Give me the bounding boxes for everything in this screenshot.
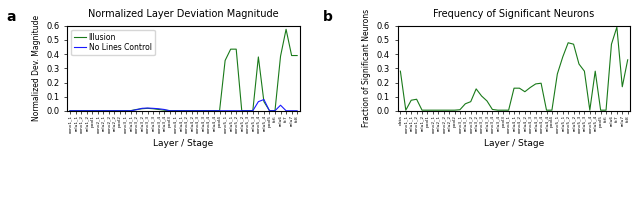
No Lines Control xyxy=(216,109,223,112)
No Lines Control xyxy=(72,109,79,112)
No Lines Control xyxy=(77,109,85,112)
X-axis label: Layer / Stage: Layer / Stage xyxy=(484,139,544,148)
No Lines Control xyxy=(111,109,118,112)
Illusion xyxy=(282,28,290,30)
Illusion xyxy=(249,109,257,112)
Y-axis label: Fraction of Significant Neurons: Fraction of Significant Neurons xyxy=(362,9,371,127)
Illusion xyxy=(161,109,168,111)
Illusion xyxy=(276,55,284,57)
Illusion xyxy=(144,107,152,109)
No Lines Control xyxy=(260,98,268,101)
No Lines Control xyxy=(155,108,163,110)
Illusion xyxy=(138,108,146,110)
No Lines Control xyxy=(188,109,196,112)
No Lines Control xyxy=(255,100,262,103)
No Lines Control xyxy=(172,109,179,112)
No Lines Control xyxy=(116,109,124,112)
Illusion xyxy=(210,109,218,112)
Illusion xyxy=(149,108,157,110)
No Lines Control xyxy=(193,109,201,112)
Illusion xyxy=(72,109,79,112)
No Lines Control xyxy=(127,109,135,112)
Illusion xyxy=(243,109,251,112)
No Lines Control xyxy=(266,109,273,112)
No Lines Control xyxy=(132,109,140,111)
No Lines Control xyxy=(94,109,102,112)
Illusion xyxy=(166,109,173,112)
No Lines Control xyxy=(144,107,152,109)
No Lines Control xyxy=(249,109,257,112)
Illusion xyxy=(77,109,85,112)
No Lines Control xyxy=(161,108,168,111)
No Lines Control xyxy=(182,109,190,112)
Illusion xyxy=(111,109,118,112)
Illusion xyxy=(238,109,246,112)
Illusion xyxy=(182,109,190,112)
No Lines Control xyxy=(205,109,212,112)
No Lines Control xyxy=(210,109,218,112)
No Lines Control xyxy=(66,109,74,112)
Illusion xyxy=(132,108,140,111)
No Lines Control xyxy=(199,109,207,112)
Text: a: a xyxy=(6,10,16,24)
Title: Frequency of Significant Neurons: Frequency of Significant Neurons xyxy=(433,10,595,19)
Text: b: b xyxy=(323,10,333,24)
No Lines Control xyxy=(288,109,296,112)
Illusion xyxy=(227,48,234,50)
Illusion xyxy=(205,109,212,112)
No Lines Control xyxy=(122,109,129,112)
No Lines Control xyxy=(138,107,146,109)
No Lines Control xyxy=(88,109,96,112)
Illusion xyxy=(88,109,96,112)
No Lines Control xyxy=(99,109,107,112)
No Lines Control xyxy=(149,107,157,109)
Illusion xyxy=(271,109,279,112)
Legend: Illusion, No Lines Control: Illusion, No Lines Control xyxy=(71,30,155,55)
Line: Illusion: Illusion xyxy=(70,29,297,111)
Illusion xyxy=(288,54,296,57)
No Lines Control xyxy=(227,109,234,112)
Illusion xyxy=(293,54,301,57)
No Lines Control xyxy=(238,109,246,112)
Illusion xyxy=(83,109,90,112)
No Lines Control xyxy=(271,109,279,112)
No Lines Control xyxy=(232,109,240,112)
No Lines Control xyxy=(293,109,301,112)
Illusion xyxy=(199,109,207,112)
Illusion xyxy=(122,109,129,112)
Illusion xyxy=(105,109,113,112)
X-axis label: Layer / Stage: Layer / Stage xyxy=(154,139,214,148)
No Lines Control xyxy=(83,109,90,112)
Illusion xyxy=(66,109,74,112)
No Lines Control xyxy=(282,109,290,112)
Illusion xyxy=(94,109,102,112)
Illusion xyxy=(255,56,262,58)
Y-axis label: Normalized Dev. Magnitude: Normalized Dev. Magnitude xyxy=(32,15,41,121)
Illusion xyxy=(193,109,201,112)
No Lines Control xyxy=(166,109,173,112)
Title: Normalized Layer Deviation Magnitude: Normalized Layer Deviation Magnitude xyxy=(88,10,279,19)
Illusion xyxy=(116,109,124,112)
Line: No Lines Control: No Lines Control xyxy=(70,100,297,111)
Illusion xyxy=(172,109,179,112)
Illusion xyxy=(221,59,229,62)
Illusion xyxy=(177,109,184,112)
No Lines Control xyxy=(221,109,229,112)
No Lines Control xyxy=(105,109,113,112)
Illusion xyxy=(216,109,223,112)
Illusion xyxy=(127,109,135,112)
Illusion xyxy=(266,109,273,112)
Illusion xyxy=(155,108,163,111)
No Lines Control xyxy=(276,104,284,106)
No Lines Control xyxy=(243,109,251,112)
Illusion xyxy=(232,48,240,50)
No Lines Control xyxy=(177,109,184,112)
Illusion xyxy=(188,109,196,112)
Illusion xyxy=(99,109,107,112)
Illusion xyxy=(260,100,268,103)
